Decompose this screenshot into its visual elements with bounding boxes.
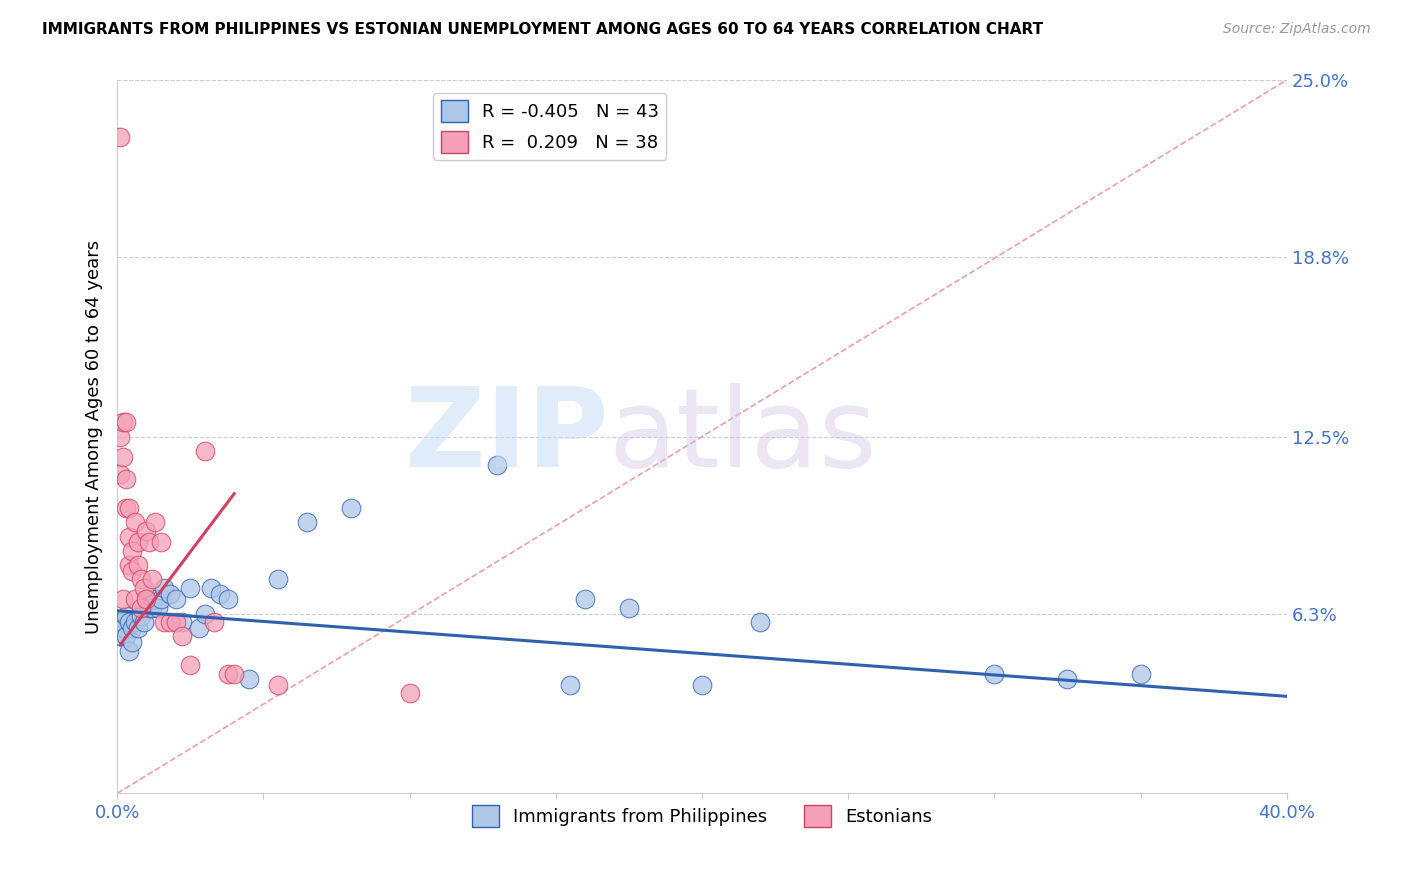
Point: [202, 615, 225, 629]
Point: [141, 572, 163, 586]
Point: [118, 501, 141, 516]
Point: [108, 130, 131, 145]
Point: [124, 592, 146, 607]
Point: [127, 621, 149, 635]
Point: [194, 607, 217, 621]
Point: [129, 600, 152, 615]
Point: [574, 592, 596, 607]
Point: [115, 501, 138, 516]
Point: [129, 572, 152, 586]
Point: [121, 635, 143, 649]
Point: [135, 592, 157, 607]
Point: [112, 621, 135, 635]
Point: [398, 686, 420, 700]
Point: [690, 678, 713, 692]
Point: [617, 600, 640, 615]
Point: [150, 592, 173, 607]
Point: [135, 524, 157, 538]
Point: [141, 600, 163, 615]
Point: [165, 615, 187, 629]
Text: Source: ZipAtlas.com: Source: ZipAtlas.com: [1223, 22, 1371, 37]
Point: [108, 467, 131, 481]
Point: [112, 416, 135, 430]
Point: [188, 621, 211, 635]
Point: [127, 535, 149, 549]
Point: [238, 672, 260, 686]
Point: [267, 678, 290, 692]
Text: atlas: atlas: [609, 384, 877, 491]
Point: [132, 615, 155, 629]
Point: [200, 581, 222, 595]
Point: [118, 558, 141, 572]
Point: [115, 609, 138, 624]
Point: [132, 581, 155, 595]
Point: [170, 615, 193, 629]
Point: [115, 473, 138, 487]
Point: [127, 558, 149, 572]
Point: [124, 516, 146, 530]
Point: [143, 592, 166, 607]
Point: [224, 666, 246, 681]
Point: [108, 629, 131, 643]
Point: [121, 621, 143, 635]
Point: [121, 543, 143, 558]
Point: [217, 666, 239, 681]
Legend: Immigrants from Philippines, Estonians: Immigrants from Philippines, Estonians: [464, 797, 939, 834]
Point: [115, 629, 138, 643]
Point: [108, 430, 131, 444]
Point: [217, 592, 239, 607]
Point: [208, 586, 231, 600]
Point: [749, 615, 772, 629]
Text: IMMIGRANTS FROM PHILIPPINES VS ESTONIAN UNEMPLOYMENT AMONG AGES 60 TO 64 YEARS C: IMMIGRANTS FROM PHILIPPINES VS ESTONIAN …: [42, 22, 1043, 37]
Point: [118, 529, 141, 543]
Point: [1129, 666, 1152, 681]
Point: [983, 666, 1005, 681]
Point: [165, 592, 187, 607]
Point: [1056, 672, 1078, 686]
Point: [112, 592, 135, 607]
Point: [135, 592, 157, 607]
Point: [146, 600, 169, 615]
Point: [150, 535, 173, 549]
Point: [143, 516, 166, 530]
Point: [129, 609, 152, 624]
Point: [118, 643, 141, 657]
Point: [138, 535, 160, 549]
Point: [138, 600, 160, 615]
Point: [159, 615, 181, 629]
Point: [153, 615, 176, 629]
Point: [170, 629, 193, 643]
Point: [340, 501, 363, 516]
Point: [121, 564, 143, 578]
Point: [297, 516, 319, 530]
Text: ZIP: ZIP: [405, 384, 609, 491]
Point: [108, 615, 131, 629]
Point: [118, 615, 141, 629]
Point: [112, 615, 135, 629]
Point: [112, 450, 135, 464]
Point: [159, 586, 181, 600]
Point: [124, 615, 146, 629]
Point: [153, 581, 176, 595]
Y-axis label: Unemployment Among Ages 60 to 64 years: Unemployment Among Ages 60 to 64 years: [86, 240, 103, 633]
Point: [560, 678, 582, 692]
Point: [115, 416, 138, 430]
Point: [179, 581, 201, 595]
Point: [267, 572, 290, 586]
Point: [179, 657, 201, 672]
Point: [486, 458, 509, 473]
Point: [194, 444, 217, 458]
